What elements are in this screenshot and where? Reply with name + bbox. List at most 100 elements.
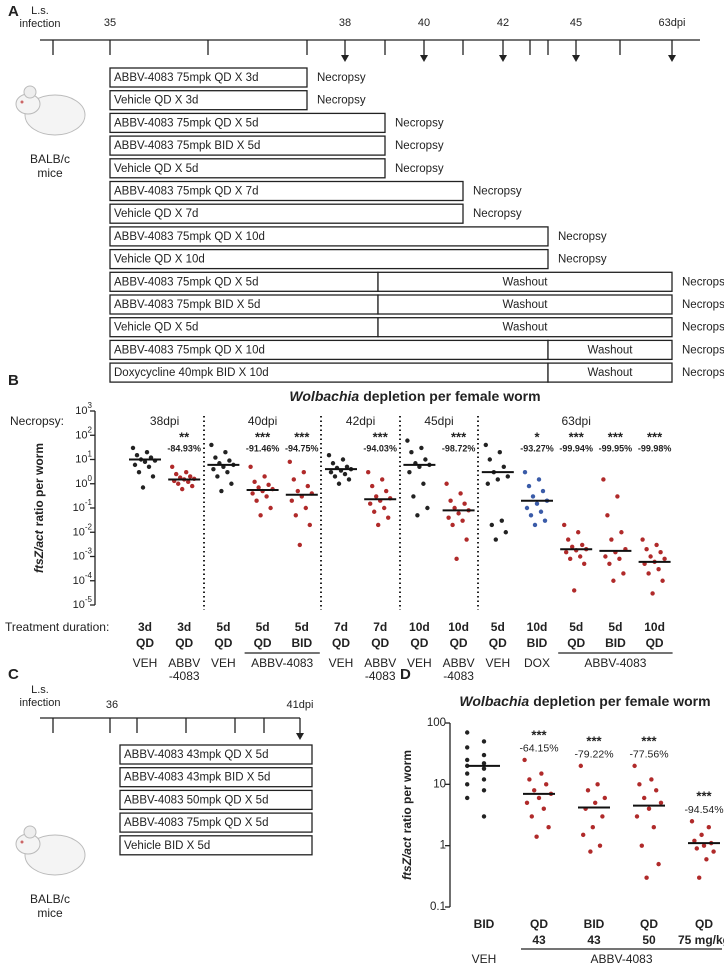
data-point <box>252 479 257 485</box>
data-point <box>384 488 389 494</box>
outcome-label: Necropsy <box>473 186 522 198</box>
data-point <box>301 469 306 475</box>
regimen-box <box>119 767 313 788</box>
y-tick-label: 100 <box>427 717 446 729</box>
regimen: QD <box>410 636 428 650</box>
regimen-label: ABBV-4083 75mpk QD X 5d <box>114 276 258 288</box>
data-point <box>305 483 310 489</box>
data-point <box>530 494 536 499</box>
regimen-label: Vehicle QD X 5d <box>114 322 198 334</box>
data-point <box>582 561 587 566</box>
data-point <box>532 522 538 528</box>
data-point <box>423 457 428 462</box>
data-point <box>374 494 379 499</box>
treatment-group: VEH <box>407 656 432 670</box>
regimen-label: ABBV-4083 43mpk BID X 5d <box>124 772 270 784</box>
significance: *** <box>586 733 602 748</box>
y-tick-label: 10 <box>433 778 446 790</box>
percent-change: -99.95% <box>599 443 633 453</box>
data-point <box>644 547 649 552</box>
data-point <box>570 544 575 550</box>
regimen-box <box>109 203 464 224</box>
regimen-box <box>109 180 464 202</box>
regimen: QD <box>214 636 232 650</box>
data-point <box>464 537 469 542</box>
panel-label: A <box>8 3 19 20</box>
duration: 10d <box>644 620 665 634</box>
necropsy-label: Necropsy: <box>10 414 64 428</box>
data-point <box>407 469 412 475</box>
data-point <box>332 474 338 479</box>
regimen-label: Washout <box>503 276 549 288</box>
data-point <box>481 814 487 819</box>
data-point <box>658 800 664 805</box>
data-point <box>546 825 551 830</box>
duration: 5d <box>491 620 505 634</box>
data-point <box>595 782 600 787</box>
treatment-group: -4083 <box>169 669 200 683</box>
data-point <box>132 462 138 468</box>
treatment-group: ABBV <box>443 656 475 670</box>
data-point <box>380 477 385 482</box>
data-point <box>225 469 230 475</box>
data-point <box>382 505 387 511</box>
regimen-box <box>109 158 386 179</box>
data-point <box>593 800 598 805</box>
data-point <box>529 814 534 819</box>
infection-label: L.s. <box>31 5 49 17</box>
duration: 5d <box>569 620 583 634</box>
duration: 3d <box>138 620 152 634</box>
data-point <box>293 513 298 518</box>
duration: 7d <box>334 620 348 634</box>
title-rest: depletion per female worm <box>363 388 540 404</box>
data-point <box>600 814 605 819</box>
significance: *** <box>255 429 271 444</box>
regimen-label: ABBV-4083 75mpk QD X 10d <box>114 344 265 356</box>
data-point <box>444 481 449 486</box>
duration: 5d <box>608 620 622 634</box>
regimen-label: Washout <box>588 344 634 356</box>
tick-base: 10 <box>73 575 85 587</box>
regimen: QD <box>567 636 585 650</box>
percent-change: -64.15% <box>519 743 558 755</box>
data-point <box>465 782 470 787</box>
regimen: BID <box>605 636 626 650</box>
significance: * <box>534 429 540 444</box>
y-tick-label: 103 <box>75 401 92 417</box>
significance: *** <box>696 789 712 804</box>
panel-label: C <box>8 666 19 683</box>
tick-exponent: -4 <box>85 571 93 580</box>
data-point <box>452 505 457 511</box>
data-point <box>307 522 312 528</box>
data-point <box>342 471 348 477</box>
data-point <box>376 522 381 528</box>
significance: *** <box>647 429 663 444</box>
data-point <box>130 445 136 451</box>
data-point <box>536 795 542 801</box>
regimen-label: ABBV-4083 75mpk QD X 3d <box>114 72 258 84</box>
necropsy-day: 45dpi <box>424 414 453 428</box>
data-point <box>465 757 470 763</box>
data-point <box>632 763 637 769</box>
y-tick-label: 10-3 <box>73 547 93 563</box>
regimen-label: ABBV-4083 75mpk BID X 5d <box>114 299 260 311</box>
data-point <box>262 474 267 479</box>
data-point <box>409 450 414 455</box>
data-point <box>650 591 655 596</box>
data-point <box>495 477 500 482</box>
data-point <box>588 849 593 854</box>
data-point <box>704 857 709 862</box>
regimen: QD <box>332 636 350 650</box>
data-point <box>621 571 626 576</box>
duration: 10d <box>448 620 469 634</box>
regimen: QD <box>646 636 664 650</box>
data-point <box>297 542 302 548</box>
data-point <box>640 537 645 542</box>
data-point <box>566 537 571 542</box>
data-point <box>330 461 336 466</box>
tick-base: 10 <box>75 429 87 441</box>
infection-label: infection <box>20 697 61 709</box>
data-point <box>223 450 228 455</box>
data-point <box>268 505 273 511</box>
